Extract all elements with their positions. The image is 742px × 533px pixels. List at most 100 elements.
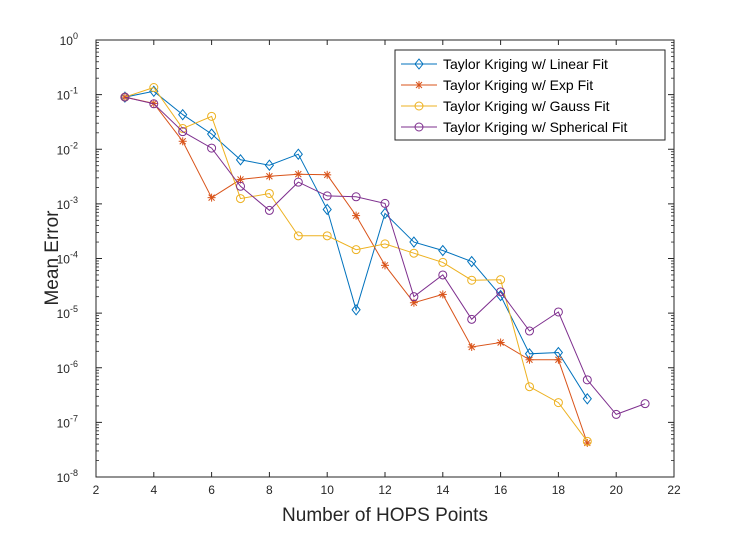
marker-stroke xyxy=(208,194,215,202)
marker-stroke xyxy=(497,339,504,346)
data-point xyxy=(553,307,563,317)
data-point xyxy=(149,85,159,98)
marker-stroke xyxy=(266,172,273,180)
data-point xyxy=(496,275,506,285)
y-tick-exponent: 0 xyxy=(73,31,78,41)
y-tick-label: 10-7 xyxy=(57,413,78,430)
data-point xyxy=(438,244,448,257)
data-point xyxy=(206,128,217,140)
legend-item: Taylor Kriging w/ Spherical Fit xyxy=(401,119,628,135)
data-point xyxy=(351,245,361,255)
y-tick-label: 10-4 xyxy=(57,250,78,267)
data-point xyxy=(264,159,275,172)
data-point xyxy=(351,192,361,202)
x-tick-label: 10 xyxy=(321,483,335,497)
data-point xyxy=(438,257,448,267)
y-tick-exponent: -5 xyxy=(70,304,78,314)
series-3 xyxy=(120,92,650,419)
legend-marker xyxy=(414,101,424,111)
x-tick-label: 14 xyxy=(436,483,450,497)
data-point xyxy=(264,188,274,198)
y-tick-exponent: -6 xyxy=(70,359,78,369)
data-point xyxy=(178,127,188,137)
marker-stroke xyxy=(410,299,418,307)
y-tick-base: 10 xyxy=(57,198,71,212)
y-tick-label: 10-2 xyxy=(57,140,78,157)
data-point xyxy=(582,436,592,446)
data-point xyxy=(322,191,332,201)
data-point xyxy=(322,231,332,241)
marker-stroke xyxy=(555,356,562,364)
legend-box xyxy=(394,49,666,141)
data-point xyxy=(380,198,390,208)
marker-stroke xyxy=(439,291,447,298)
series-layer xyxy=(120,83,650,447)
data-point xyxy=(207,111,217,121)
data-point xyxy=(236,194,245,204)
data-point xyxy=(264,205,274,215)
data-point xyxy=(409,248,419,258)
series-2 xyxy=(120,83,592,446)
y-axis-title: Mean Error xyxy=(42,210,63,306)
x-tick-label: 2 xyxy=(93,483,100,497)
legend-label: Taylor Kriging w/ Gauss Fit xyxy=(443,98,610,114)
marker-stroke xyxy=(179,137,187,145)
y-tick-exponent: -7 xyxy=(70,413,78,423)
y-tick-label: 100 xyxy=(60,31,78,48)
data-point xyxy=(525,382,534,392)
data-point xyxy=(467,342,476,351)
y-tick-exponent: -3 xyxy=(70,195,78,205)
x-tick-label: 4 xyxy=(150,483,157,497)
y-tick-exponent: -4 xyxy=(70,250,78,260)
marker-stroke xyxy=(294,170,302,178)
data-point xyxy=(178,137,187,146)
marker-stroke xyxy=(237,176,244,183)
y-tick-base: 10 xyxy=(57,362,71,376)
data-point xyxy=(554,355,563,364)
data-point xyxy=(120,91,130,103)
y-tick-exponent: -1 xyxy=(70,86,78,96)
y-tick-base: 10 xyxy=(57,416,71,430)
data-point xyxy=(409,298,418,307)
data-point xyxy=(265,172,274,181)
legend-label: Taylor Kriging w/ Linear Fit xyxy=(443,56,608,72)
x-tick-label: 22 xyxy=(667,483,681,497)
data-point xyxy=(409,236,419,248)
data-point xyxy=(380,239,390,249)
data-point xyxy=(553,398,563,408)
x-tick-label: 12 xyxy=(378,483,392,497)
y-tick-base: 10 xyxy=(60,34,74,48)
y-tick-exponent: -8 xyxy=(70,468,78,478)
data-point xyxy=(409,292,419,302)
data-point xyxy=(352,211,361,220)
y-tick-base: 10 xyxy=(57,253,71,267)
marker-stroke xyxy=(526,356,533,364)
y-tick-base: 10 xyxy=(57,89,71,103)
x-tick-label: 16 xyxy=(494,483,508,497)
x-tick-label: 20 xyxy=(610,483,624,497)
data-point xyxy=(525,355,534,364)
series-1 xyxy=(120,93,592,447)
data-point xyxy=(207,143,217,153)
data-point xyxy=(323,170,332,179)
legend-label: Taylor Kriging w/ Exp Fit xyxy=(443,77,593,93)
marker-stroke xyxy=(415,81,423,89)
x-axis: 2 4 6 8 10 12 14 16 18 20 22 xyxy=(93,40,681,497)
data-point xyxy=(293,148,303,161)
data-point xyxy=(207,193,216,202)
data-point xyxy=(467,314,477,324)
data-point xyxy=(149,99,159,109)
legend-label: Taylor Kriging w/ Spherical Fit xyxy=(443,119,628,135)
marker-stroke xyxy=(352,212,360,219)
x-tick-label: 6 xyxy=(208,483,215,497)
data-point xyxy=(438,290,447,299)
y-tick-label: 10-5 xyxy=(57,304,78,321)
data-point xyxy=(467,255,477,268)
data-point xyxy=(351,304,361,316)
data-point xyxy=(438,270,448,280)
data-point xyxy=(293,177,303,187)
marker-stroke xyxy=(323,171,331,179)
data-point xyxy=(235,154,246,166)
data-point xyxy=(496,287,506,297)
